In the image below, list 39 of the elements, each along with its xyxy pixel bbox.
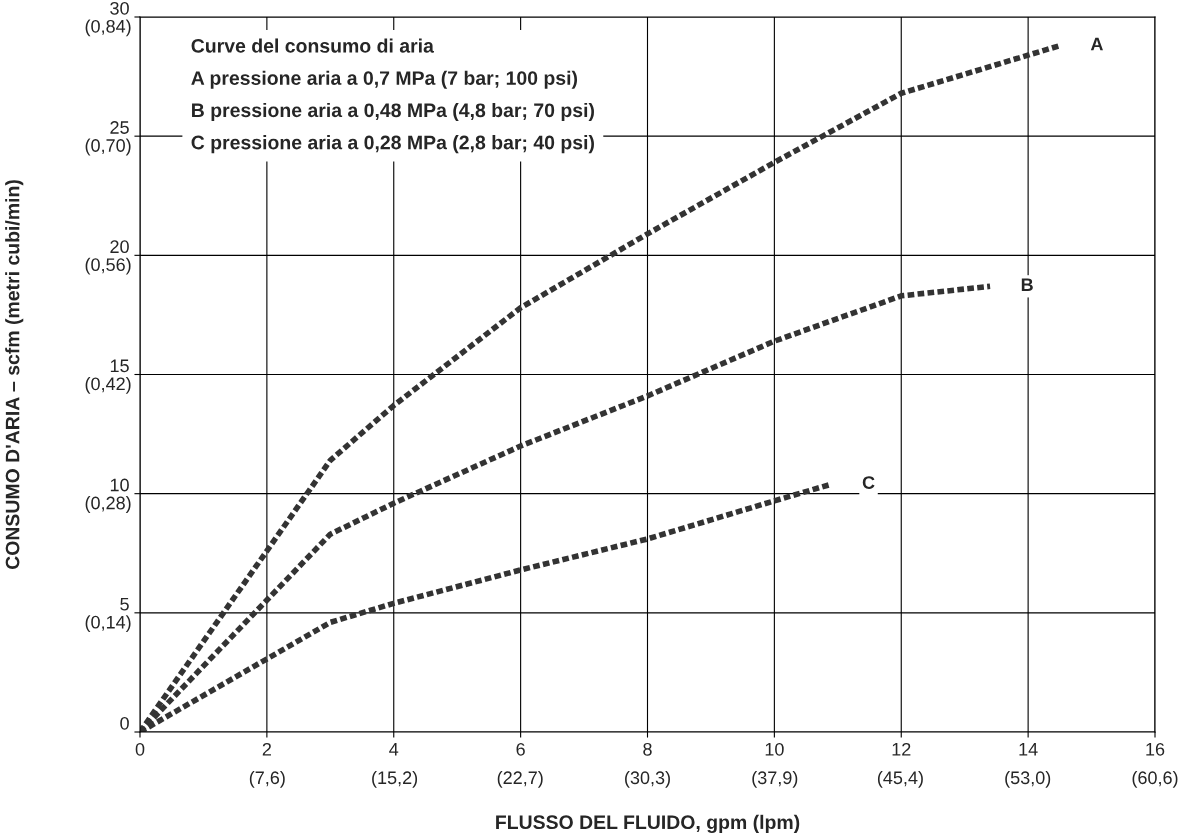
x-axis-title: FLUSSO DEL FLUIDO, gpm (lpm) [496, 814, 800, 834]
x-tick-label: 2 [262, 742, 271, 756]
series-label: B [1021, 278, 1033, 291]
x2-tick-label: (22,7) [497, 770, 543, 788]
x2-tick-label: (30,3) [625, 770, 670, 788]
x2-tick-label: (15,2) [372, 770, 418, 788]
y-tick-label: 0 [120, 716, 129, 730]
x-tick-label: 6 [516, 742, 525, 756]
annotation: B pressione aria a 0,48 MPa (4,8 bar; 70 psi) [192, 102, 594, 122]
x-tick-label: 8 [643, 742, 652, 756]
x-tick-label: 10 [765, 742, 784, 756]
y2-axis-title: CONSUMO D'ARIA – scfm (metri cubi/min) [5, 180, 24, 570]
x-tick-label: 16 [1146, 742, 1165, 756]
series-label: A [1090, 37, 1103, 51]
x-tick-label: 0 [135, 742, 145, 756]
y2-tick-label: (0,56) [85, 257, 131, 275]
y-tick-label: 30 [110, 1, 129, 15]
x2-tick-label: (45,4) [877, 770, 923, 788]
y-tick-label: 20 [110, 240, 129, 254]
y2-tick-label: (0,70) [85, 138, 131, 156]
x-tick-label: 12 [892, 742, 911, 756]
x2-tick-label: (60,6) [1132, 770, 1178, 788]
x2-tick-label: (7,6) [249, 770, 285, 788]
y-tick-label: 15 [110, 359, 129, 373]
series-label: C [862, 476, 875, 489]
y2-tick-label: (0,28) [85, 496, 131, 513]
x-tick-label: 14 [1019, 743, 1038, 756]
y2-tick-label: (0,42) [85, 376, 131, 394]
annotation: C pressione aria a 0,28 MPa (2,8 bar; 40 psi) [191, 135, 594, 154]
annotation: Curve del consumo di aria [191, 38, 434, 53]
x-tick-label: 4 [389, 743, 399, 756]
y-tick-label: 10 [110, 478, 129, 492]
x2-tick-label: (53,0) [1005, 770, 1051, 788]
x2-tick-label: (37,9) [752, 770, 798, 788]
y-tick-label: 5 [120, 597, 129, 611]
y2-tick-label: (0,84) [85, 19, 131, 37]
y-tick-label: 25 [110, 121, 129, 134]
annotation: A pressione aria a 0,7 MPa (7 bar; 100 psi) [191, 70, 578, 89]
y2-tick-label: (0,14) [85, 615, 131, 633]
